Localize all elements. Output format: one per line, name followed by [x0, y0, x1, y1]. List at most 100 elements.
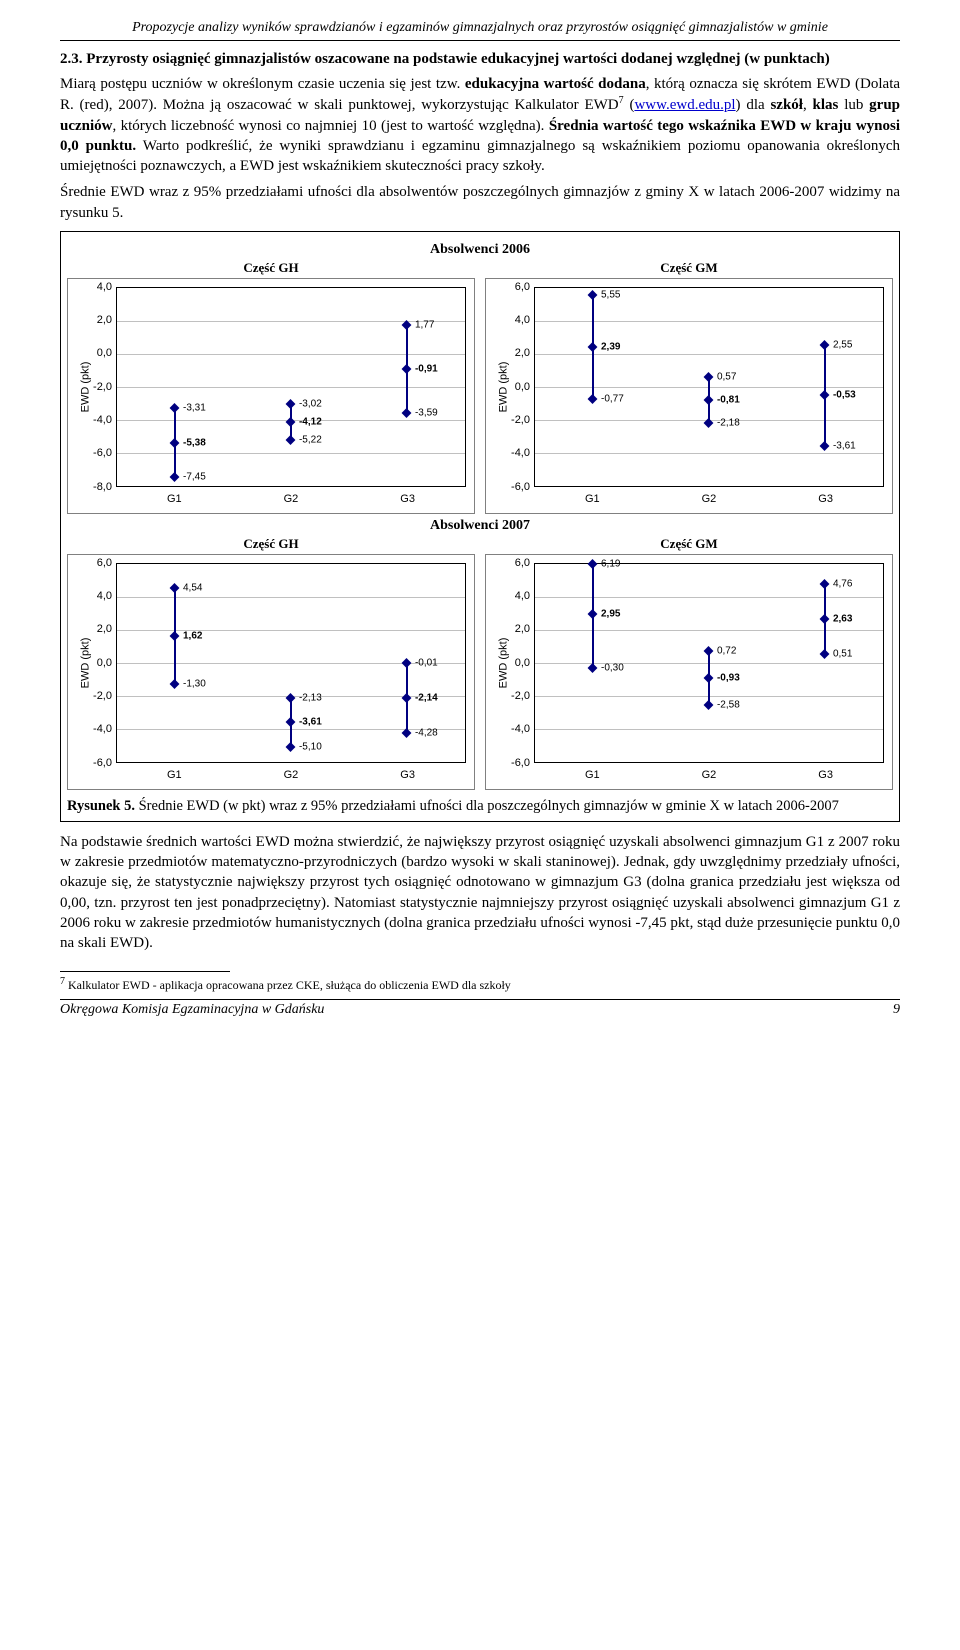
section-title: 2.3. Przyrosty osiągnięć gimnazjalistów … [60, 51, 900, 68]
value-label: -7,45 [183, 471, 206, 482]
data-marker [820, 340, 830, 350]
value-label: -5,10 [299, 741, 322, 752]
ytick-label: -4,0 [496, 447, 530, 459]
data-marker [704, 395, 714, 405]
ytick-label: 4,0 [78, 590, 112, 602]
ytick-label: 2,0 [78, 314, 112, 326]
chart-gh2006-title: Część GH [67, 260, 475, 276]
chart-gm2006-col: Część GM 5,552,39-0,770,57-0,81-2,182,55… [485, 260, 893, 514]
data-marker [402, 693, 412, 703]
data-marker [402, 320, 412, 330]
chart-row-2006: Część GH -3,31-5,38-7,45-3,02-4,12-5,221… [67, 260, 893, 514]
footer-rule [60, 999, 900, 1000]
chart-gm2006: 5,552,39-0,770,57-0,81-2,182,55-0,53-3,6… [485, 278, 893, 514]
data-marker [588, 609, 598, 619]
ytick-label: -4,0 [78, 414, 112, 426]
ytick-label: 4,0 [78, 281, 112, 293]
value-label: -1,30 [183, 679, 206, 690]
xtick-label: G3 [767, 493, 884, 505]
value-label: -0,93 [717, 673, 740, 684]
value-label: -2,58 [717, 700, 740, 711]
value-label: 5,55 [601, 290, 620, 301]
p1-text4: ) dla [736, 97, 771, 113]
data-marker [820, 391, 830, 401]
value-label: -0,30 [601, 662, 624, 673]
data-marker [704, 372, 714, 382]
value-label: -3,61 [299, 717, 322, 728]
data-marker [588, 663, 598, 673]
data-marker [170, 631, 180, 641]
footnote-text: Kalkulator EWD - aplikacja opracowana pr… [65, 978, 511, 992]
value-label: 2,63 [833, 614, 852, 625]
data-marker [170, 583, 180, 593]
value-label: 2,39 [601, 342, 620, 353]
xtick-label: G2 [651, 493, 768, 505]
value-label: 0,51 [833, 649, 852, 660]
p1-term: edukacyjna wartość dodana [465, 76, 646, 92]
ytick-label: -2,0 [78, 690, 112, 702]
p1-b1: szkół [770, 97, 803, 113]
chart-gm2007-title: Część GM [485, 536, 893, 552]
data-marker [402, 728, 412, 738]
value-label: -2,14 [415, 693, 438, 704]
chart-gm2006-title: Część GM [485, 260, 893, 276]
value-label: -5,22 [299, 434, 322, 445]
ytick-label: -2,0 [496, 414, 530, 426]
data-marker [170, 472, 180, 482]
footnote-rule [60, 971, 230, 972]
xtick-label: G2 [233, 769, 350, 781]
data-marker [286, 399, 296, 409]
ytick-label: -8,0 [78, 481, 112, 493]
value-label: -3,31 [183, 403, 206, 414]
xtick-label: G1 [116, 769, 233, 781]
value-label: -3,61 [833, 441, 856, 452]
ytick-label: -4,0 [78, 723, 112, 735]
ytick-label: 4,0 [496, 590, 530, 602]
paragraph-1: Miarą postępu uczniów w określonym czasi… [60, 74, 900, 176]
data-marker [402, 408, 412, 418]
value-label: 2,95 [601, 609, 620, 620]
xtick-label: G1 [534, 769, 651, 781]
value-label: -4,12 [299, 416, 322, 427]
p1-text7: , których liczebność wynosi co najmniej … [113, 118, 549, 134]
data-marker [286, 435, 296, 445]
xtick-label: G3 [349, 769, 466, 781]
page-footer: Okręgowa Komisja Egzaminacyjna w Gdańsku… [60, 1002, 900, 1018]
p1-text5: , [803, 97, 813, 113]
footer-page-number: 9 [893, 1002, 900, 1018]
value-label: -3,02 [299, 398, 322, 409]
ewd-link[interactable]: www.ewd.edu.pl [634, 97, 735, 113]
footer-left: Okręgowa Komisja Egzaminacyjna w Gdańsku [60, 1002, 324, 1018]
ytick-label: 6,0 [496, 281, 530, 293]
chart-row-2007: Część GH 4,541,62-1,30-2,13-3,61-5,10-0,… [67, 536, 893, 790]
figure-caption-text: Średnie EWD (w pkt) wraz z 95% przedział… [135, 798, 839, 814]
chart-gh2006: -3,31-5,38-7,45-3,02-4,12-5,221,77-0,91-… [67, 278, 475, 514]
chart-gh2007-title: Część GH [67, 536, 475, 552]
value-label: 2,55 [833, 339, 852, 350]
ytick-label: -4,0 [496, 723, 530, 735]
figure-caption-label: Rysunek 5. [67, 798, 135, 814]
data-marker [704, 700, 714, 710]
ytick-label: 2,0 [496, 347, 530, 359]
data-marker [170, 403, 180, 413]
ytick-label: 0,0 [496, 657, 530, 669]
chart-gh2007-col: Część GH 4,541,62-1,30-2,13-3,61-5,10-0,… [67, 536, 475, 790]
value-label: -0,77 [601, 394, 624, 405]
fig-section-2006: Absolwenci 2006 [67, 242, 893, 258]
data-marker [588, 559, 598, 569]
data-marker [588, 342, 598, 352]
xtick-label: G2 [651, 769, 768, 781]
fig-section-2007: Absolwenci 2007 [67, 518, 893, 534]
ytick-label: -6,0 [496, 481, 530, 493]
ytick-label: 0,0 [78, 347, 112, 359]
value-label: -0,81 [717, 395, 740, 406]
value-label: 6,19 [601, 558, 620, 569]
data-marker [286, 417, 296, 427]
ytick-label: 4,0 [496, 314, 530, 326]
value-label: 1,62 [183, 631, 202, 642]
footnote-7: 7 Kalkulator EWD - aplikacja opracowana … [60, 976, 900, 993]
xtick-label: G1 [116, 493, 233, 505]
data-marker [402, 658, 412, 668]
value-label: 0,57 [717, 372, 736, 383]
ytick-label: -6,0 [496, 757, 530, 769]
